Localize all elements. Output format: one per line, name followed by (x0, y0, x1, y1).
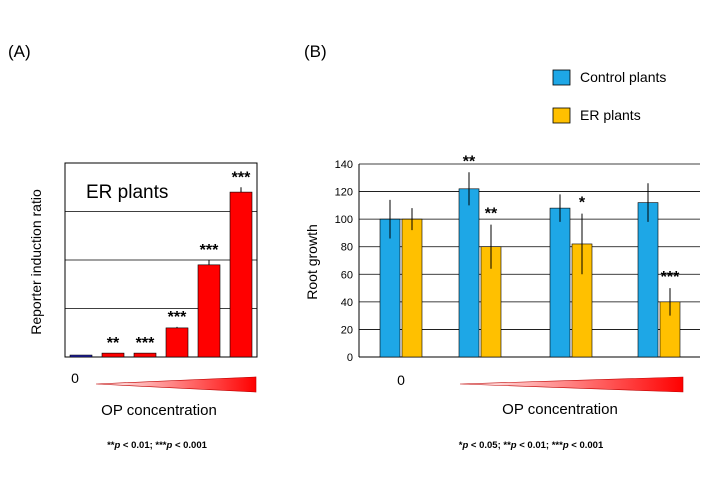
panel-b-footnote-part: < 0.01; *** (517, 440, 564, 451)
panel-b-footnote-part: * (459, 440, 463, 451)
panel-b-y-tick-label: 40 (341, 297, 353, 309)
panel-a-label: (A) (8, 42, 31, 61)
panel-a-significance-label: ** (107, 335, 120, 352)
panel-b-y-tick-label: 20 (341, 324, 353, 336)
panel-a-bars: ** ************ (69, 169, 253, 358)
panel-a-footnote: **p < 0.01; ***p < 0.001 (107, 440, 208, 451)
legend-swatch-er (552, 107, 571, 124)
panel-b-footnote: *p < 0.05; **p < 0.01; ***p < 0.001 (459, 440, 604, 451)
panel-b-ylabel: Root growth (304, 224, 320, 299)
panel-a-title: ER plants (86, 182, 168, 203)
panel-b-bar-control (549, 207, 571, 358)
panel-b-y-ticks: 0 20 40 60 80 100 120 140 (335, 159, 353, 364)
panel-b-label: (B) (304, 42, 327, 61)
panel-b-xlabel: OP concentration (502, 401, 618, 418)
panel-b-significance-label: * (579, 195, 586, 212)
legend: Control plants ER plants (552, 69, 666, 124)
panel-b-op-gradient-wedge (459, 376, 684, 393)
panel-b-footnote-part: p (510, 440, 517, 451)
panel-a-footnote-part: p (113, 440, 120, 451)
panel-a-significance-label: *** (136, 335, 155, 352)
legend-label-er: ER plants (580, 107, 641, 123)
panel-a-bar (229, 191, 253, 358)
panel-b-x-zero-label: 0 (397, 372, 405, 388)
panel-a-bar (101, 352, 125, 358)
panel-b-y-tick-label: 60 (341, 269, 353, 281)
panel-b-footnote-part: p (461, 440, 468, 451)
panel-b-footnote-part: < 0.05; ** (468, 440, 511, 451)
panel-b-significance-label: ** (463, 153, 476, 170)
panel-a-bar (133, 352, 157, 358)
panel-a-footnote-part: < 0.01; *** (120, 440, 167, 451)
panel-a-significance-label: *** (168, 309, 187, 326)
legend-swatch-control (552, 69, 571, 86)
panel-b-y-tick-label: 80 (341, 242, 353, 254)
panel-b-bar-er (401, 218, 423, 358)
panel-a-bar (197, 264, 221, 358)
panel-b-bar-control (458, 188, 480, 358)
panel-a-x-zero-label: 0 (71, 370, 79, 386)
panel-b-footnote-part: p (562, 440, 569, 451)
panel-a-footnote-part: ** (107, 440, 115, 451)
panel-b-bars: ******** (379, 153, 681, 358)
panel-a-ylabel: Reporter induction ratio (28, 189, 44, 335)
panel-b-y-tick-label: 120 (335, 187, 353, 199)
panel-b-y-tick-label: 140 (335, 159, 353, 171)
panel-b-bar-control (637, 202, 659, 358)
panel-a-xlabel: OP concentration (101, 402, 217, 419)
panel-a-plot-frame (64, 162, 258, 358)
panel-a-footnote-part: p (166, 440, 173, 451)
panel-b-footnote-part: < 0.001 (569, 440, 604, 451)
panel-b-significance-label: *** (661, 269, 680, 286)
panel-b-bar-control (379, 218, 401, 358)
panel-a-op-gradient-wedge (95, 376, 257, 393)
panel-a-footnote-part: < 0.001 (172, 440, 207, 451)
panel-a-bar (165, 327, 189, 358)
panel-a-significance-label: *** (232, 169, 251, 186)
panel-a-bar (69, 354, 93, 358)
panel-a-gridlines (65, 211, 257, 309)
panel-a-significance-label: *** (200, 242, 219, 259)
legend-label-control: Control plants (580, 69, 666, 85)
panel-b-y-tick-label: 0 (347, 352, 353, 364)
panel-b-y-tick-label: 100 (335, 214, 353, 226)
panel-a: (A) ER plants ** ************ Reporter in… (8, 42, 258, 451)
panel-b-significance-label: ** (485, 206, 498, 223)
